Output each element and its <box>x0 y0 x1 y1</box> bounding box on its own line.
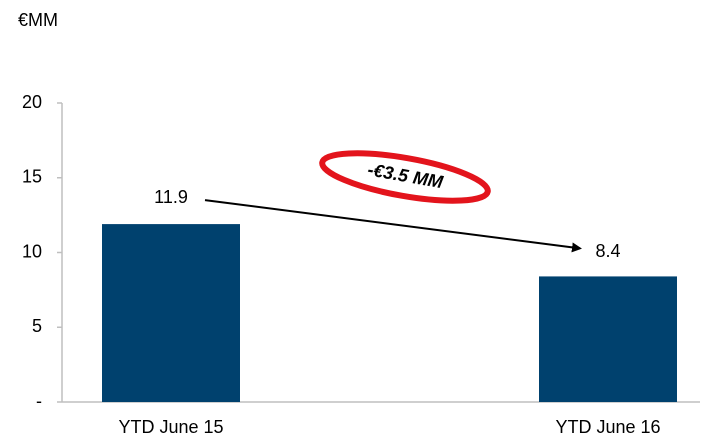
annotation-ellipse <box>319 150 491 204</box>
x-tick-label: YTD June 16 <box>555 417 660 437</box>
annotation: -€3.5 MM <box>319 150 491 204</box>
bar <box>102 224 240 402</box>
y-tick-label: 15 <box>22 167 42 187</box>
arrow <box>204 199 582 253</box>
value-label: 11.9 <box>154 187 188 207</box>
bar <box>539 276 677 402</box>
y-tick-label: 10 <box>22 241 42 261</box>
y-tick-label: 5 <box>32 316 42 336</box>
x-tick-label: YTD June 15 <box>118 417 223 437</box>
value-label: 8.4 <box>595 241 620 261</box>
y-axis-label: €MM <box>18 10 58 30</box>
y-tick-label: - <box>36 391 42 411</box>
y-tick-label: 20 <box>22 92 42 112</box>
